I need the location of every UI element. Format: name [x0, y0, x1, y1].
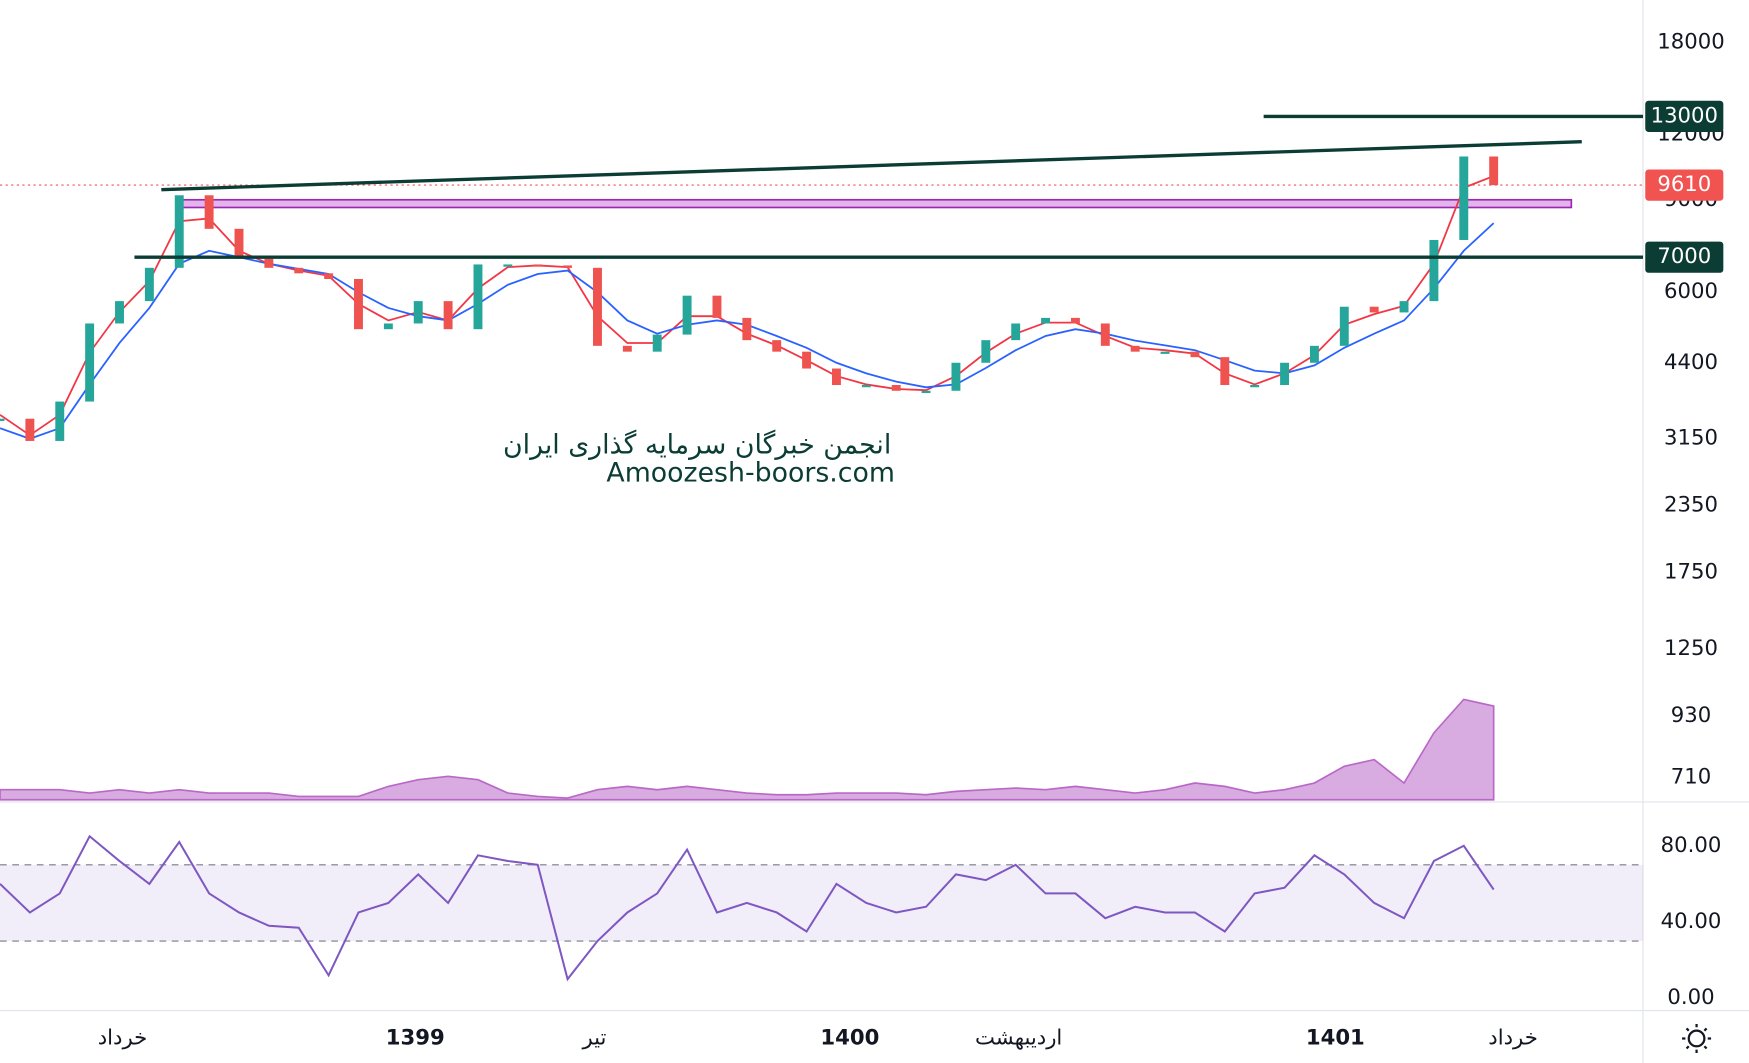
candle — [772, 340, 782, 352]
support-zone — [181, 198, 1573, 209]
candle — [55, 401, 65, 441]
candle — [921, 390, 931, 394]
candle — [234, 228, 244, 259]
candle — [413, 301, 423, 324]
level-tag — [1645, 100, 1724, 133]
candle — [861, 385, 871, 388]
x-tick-label: خرداد — [1488, 1024, 1538, 1049]
candle — [25, 418, 35, 441]
candle — [533, 264, 543, 267]
y-tick-label: 930 — [1671, 702, 1711, 727]
x-tick-label: 1401 — [1306, 1024, 1365, 1049]
rsi-tick-label: 40.00 — [1661, 908, 1722, 933]
settings-icon[interactable] — [1682, 1023, 1712, 1053]
y-tick-label: 1750 — [1664, 558, 1718, 583]
rsi-tick-label: 80.00 — [1661, 832, 1722, 857]
moving-average — [0, 175, 1494, 437]
candle — [742, 317, 752, 341]
candle — [593, 267, 602, 346]
rsi-band — [0, 864, 1644, 942]
candle — [1220, 357, 1230, 386]
last-price-tag — [1645, 169, 1724, 201]
candle — [473, 264, 483, 330]
candle — [1190, 351, 1200, 358]
candle — [712, 295, 722, 318]
y-tick-label: 710 — [1671, 764, 1711, 789]
candle — [354, 278, 363, 330]
last-price-label: 9610 — [1657, 171, 1711, 196]
candle — [1160, 351, 1170, 354]
candle — [1339, 306, 1349, 346]
candle — [115, 301, 124, 324]
y-tick-label: 4400 — [1664, 349, 1718, 374]
candle — [85, 323, 95, 402]
candle — [951, 362, 961, 391]
candle — [1369, 306, 1379, 313]
candle — [1489, 156, 1499, 186]
y-tick-label: 1250 — [1664, 635, 1718, 660]
candle — [0, 418, 5, 421]
candle — [802, 351, 812, 369]
rsi-line — [0, 834, 1495, 982]
rsi-tick-label: 0.00 — [1667, 984, 1714, 1009]
x-tick-label: 1399 — [386, 1024, 445, 1049]
x-tick-label: تیر — [581, 1024, 606, 1049]
watermark: Amoozesh-boors.com — [606, 458, 895, 489]
candle — [1399, 301, 1409, 313]
watermark: انجمن خبرگان سرمایه گذاری ایران — [503, 430, 891, 461]
candle — [1070, 317, 1080, 324]
candle — [503, 264, 513, 267]
candle — [831, 368, 841, 386]
volume-average — [0, 698, 1495, 801]
x-tick-label: اردیبهشت — [975, 1024, 1062, 1049]
candle — [1041, 317, 1051, 324]
candle — [1429, 239, 1439, 302]
candle — [1250, 385, 1260, 388]
level-label: 7000 — [1657, 243, 1711, 268]
y-tick-label: 18000 — [1657, 28, 1724, 53]
candle — [891, 385, 901, 391]
candle — [981, 340, 991, 363]
candle — [563, 265, 573, 268]
candle — [324, 273, 334, 279]
y-tick-label: 6000 — [1664, 278, 1718, 303]
candle — [1309, 345, 1319, 363]
candle — [1130, 345, 1140, 352]
candle — [204, 195, 214, 229]
level-tag — [1645, 241, 1724, 273]
candle — [652, 334, 662, 352]
y-tick-label: 2350 — [1664, 491, 1718, 516]
candle — [1280, 362, 1290, 386]
y-tick-label: 3150 — [1664, 425, 1718, 450]
candle — [1100, 323, 1110, 346]
candle — [264, 258, 274, 268]
candle — [1011, 323, 1021, 341]
candle — [144, 267, 154, 302]
candle — [1459, 156, 1469, 240]
candle — [174, 195, 184, 268]
candle — [383, 323, 393, 330]
candle — [622, 345, 632, 352]
x-tick-label: خرداد — [98, 1024, 148, 1049]
candle — [682, 295, 692, 335]
trendline — [161, 140, 1582, 192]
candle — [443, 301, 453, 330]
x-tick-label: 1400 — [820, 1024, 879, 1049]
level-label: 13000 — [1651, 102, 1718, 127]
candle — [294, 267, 304, 274]
